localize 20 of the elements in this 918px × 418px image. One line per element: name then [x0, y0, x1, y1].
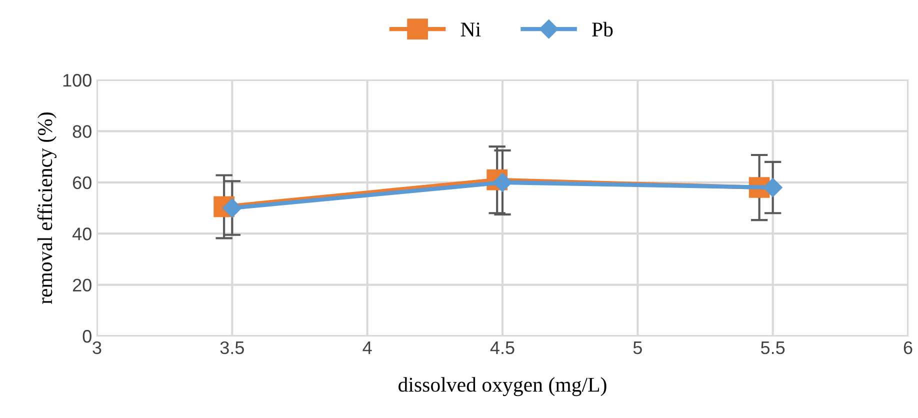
legend-label: Pb	[592, 22, 613, 37]
x-tick-label: 4.5	[490, 342, 514, 354]
x-tick-label: 3	[92, 341, 102, 354]
point	[222, 198, 242, 218]
legend-label: Ni	[460, 22, 481, 36]
x-axis-title: dissolved oxygen (mg/L)	[398, 377, 606, 396]
y-tick-label: 100	[63, 74, 92, 87]
x-tick-label: 6	[904, 341, 912, 354]
x-tick-label: 3.5	[220, 341, 244, 354]
x-tick-label: 5.5	[761, 342, 785, 354]
y-tick-label: 60	[72, 176, 92, 190]
point	[492, 172, 512, 192]
x-tick-label: 5	[633, 342, 642, 354]
y-tick-label: 20	[72, 278, 92, 292]
y-tick-label: 0	[82, 330, 92, 343]
point	[763, 178, 782, 198]
y-axis-title: removal efficiency (%)	[37, 112, 56, 304]
y-tick-label: 80	[72, 125, 92, 138]
y-tick-label: 40	[72, 228, 92, 240]
x-tick-label: 4	[362, 342, 372, 354]
